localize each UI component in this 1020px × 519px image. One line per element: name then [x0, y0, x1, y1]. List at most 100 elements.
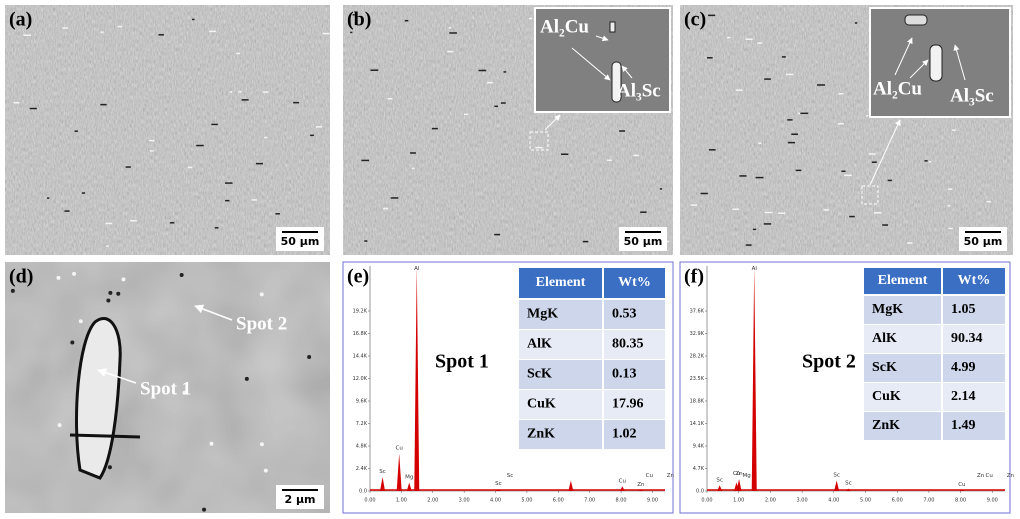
precipitate: [873, 212, 882, 214]
precipitate: [708, 14, 716, 17]
table-header-cell: [604, 268, 665, 298]
precipitate: [225, 199, 230, 202]
x-tick-label: 8.00: [955, 498, 966, 504]
precipitate: [837, 123, 844, 125]
peak-label: Sc: [379, 469, 386, 475]
precipitate: [947, 188, 953, 190]
precipitate: [787, 141, 796, 144]
precipitate: [262, 91, 269, 93]
particle: [904, 14, 928, 26]
table-text: ZnK: [527, 427, 555, 442]
precipitate: [700, 192, 708, 195]
precipitate: [64, 210, 70, 212]
table-cell: [519, 300, 602, 329]
precipitate: [179, 272, 184, 277]
precipitate: [70, 340, 75, 345]
precipitate: [690, 204, 698, 206]
annotation: Spot 1: [140, 378, 191, 399]
precipitate: [236, 52, 241, 55]
y-tick-label: 14.4K: [353, 354, 368, 360]
precipitate: [757, 42, 763, 44]
peak-label: Cu: [958, 482, 965, 488]
precipitate: [755, 176, 764, 179]
y-tick-label: 37.6K: [690, 309, 705, 315]
precipitate: [739, 175, 747, 177]
y-tick-label: 2.4K: [356, 466, 368, 472]
peak-label: Zn: [977, 473, 985, 479]
x-tick-label: 1.00: [733, 498, 744, 504]
table-cell: [864, 354, 941, 382]
precipitate: [225, 182, 233, 184]
precipitate: [560, 153, 569, 155]
precipitate: [410, 152, 416, 154]
particle: [609, 21, 616, 33]
precipitate: [817, 84, 825, 86]
precipitate: [100, 103, 107, 106]
panel-label: (d): [9, 266, 33, 288]
precipitate: [72, 271, 77, 276]
x-tick-label: 9.00: [647, 498, 658, 504]
annotation: Spot 2: [236, 313, 287, 334]
table-text: 1.49: [951, 418, 976, 433]
table-text: CuK: [872, 389, 901, 404]
micrograph: [5, 262, 330, 513]
precipitate: [121, 277, 126, 282]
arrow: [194, 304, 233, 321]
precipitate: [528, 17, 532, 20]
table-text: ScK: [527, 367, 552, 382]
precipitate: [255, 162, 264, 165]
arrow: [571, 47, 611, 81]
precipitate: [907, 242, 913, 244]
peak-label: Cu: [646, 473, 653, 479]
precipitate: [844, 174, 852, 177]
table-text: 90.34: [951, 331, 983, 346]
peak-label: Cu: [733, 471, 740, 477]
precipitate: [169, 222, 175, 224]
precipitate: [78, 319, 83, 324]
precipitate: [732, 208, 739, 210]
precipitate: [13, 102, 20, 104]
precipitate: [666, 240, 669, 243]
y-tick-label: 16.8K: [353, 331, 368, 337]
x-tick-label: 6.00: [553, 498, 564, 504]
precipitate: [795, 169, 802, 172]
table-text: 80.35: [612, 337, 644, 352]
table-cell: [943, 412, 1005, 440]
precipitate: [928, 161, 932, 163]
precipitate: [777, 212, 786, 214]
precipitate: [361, 159, 370, 162]
table-header-cell: [864, 268, 941, 294]
inset: [534, 7, 671, 113]
y-tick-label: 4.8K: [356, 444, 368, 450]
peak-label: Sc: [833, 472, 840, 478]
precipitate: [447, 50, 454, 53]
scale-bar-label: 2 μm: [284, 493, 315, 506]
peak-label: Zn: [1007, 473, 1015, 479]
scale-bar-label: 50 μm: [624, 235, 663, 248]
table-cell: [604, 300, 665, 329]
precipitate: [841, 170, 846, 173]
precipitate: [582, 240, 589, 243]
annotation: Al₃Sc: [950, 85, 994, 106]
precipitate: [706, 57, 713, 59]
table-cell: [604, 360, 665, 389]
precipitate: [105, 222, 113, 225]
peak-label: Cu: [985, 473, 992, 479]
precipitate: [315, 126, 322, 128]
panel-label: (c): [684, 9, 706, 31]
precipitate: [726, 36, 731, 39]
precipitate: [986, 200, 991, 203]
peak-label: Al: [752, 266, 758, 272]
table-cell: [519, 390, 602, 419]
table-cell: [519, 420, 602, 449]
precipitate: [192, 18, 195, 21]
peak-label: Zn: [735, 471, 743, 477]
precipitate: [800, 112, 809, 115]
panel-label: (e): [347, 266, 369, 288]
peak-label: Mg: [405, 475, 413, 481]
y-tick-label: 18.8K: [690, 399, 705, 405]
x-tick-label: 9.00: [987, 498, 998, 504]
precipitate: [350, 31, 353, 34]
y-tick-label: 0.0: [359, 489, 367, 495]
y-tick-label: 28.2K: [690, 354, 705, 360]
